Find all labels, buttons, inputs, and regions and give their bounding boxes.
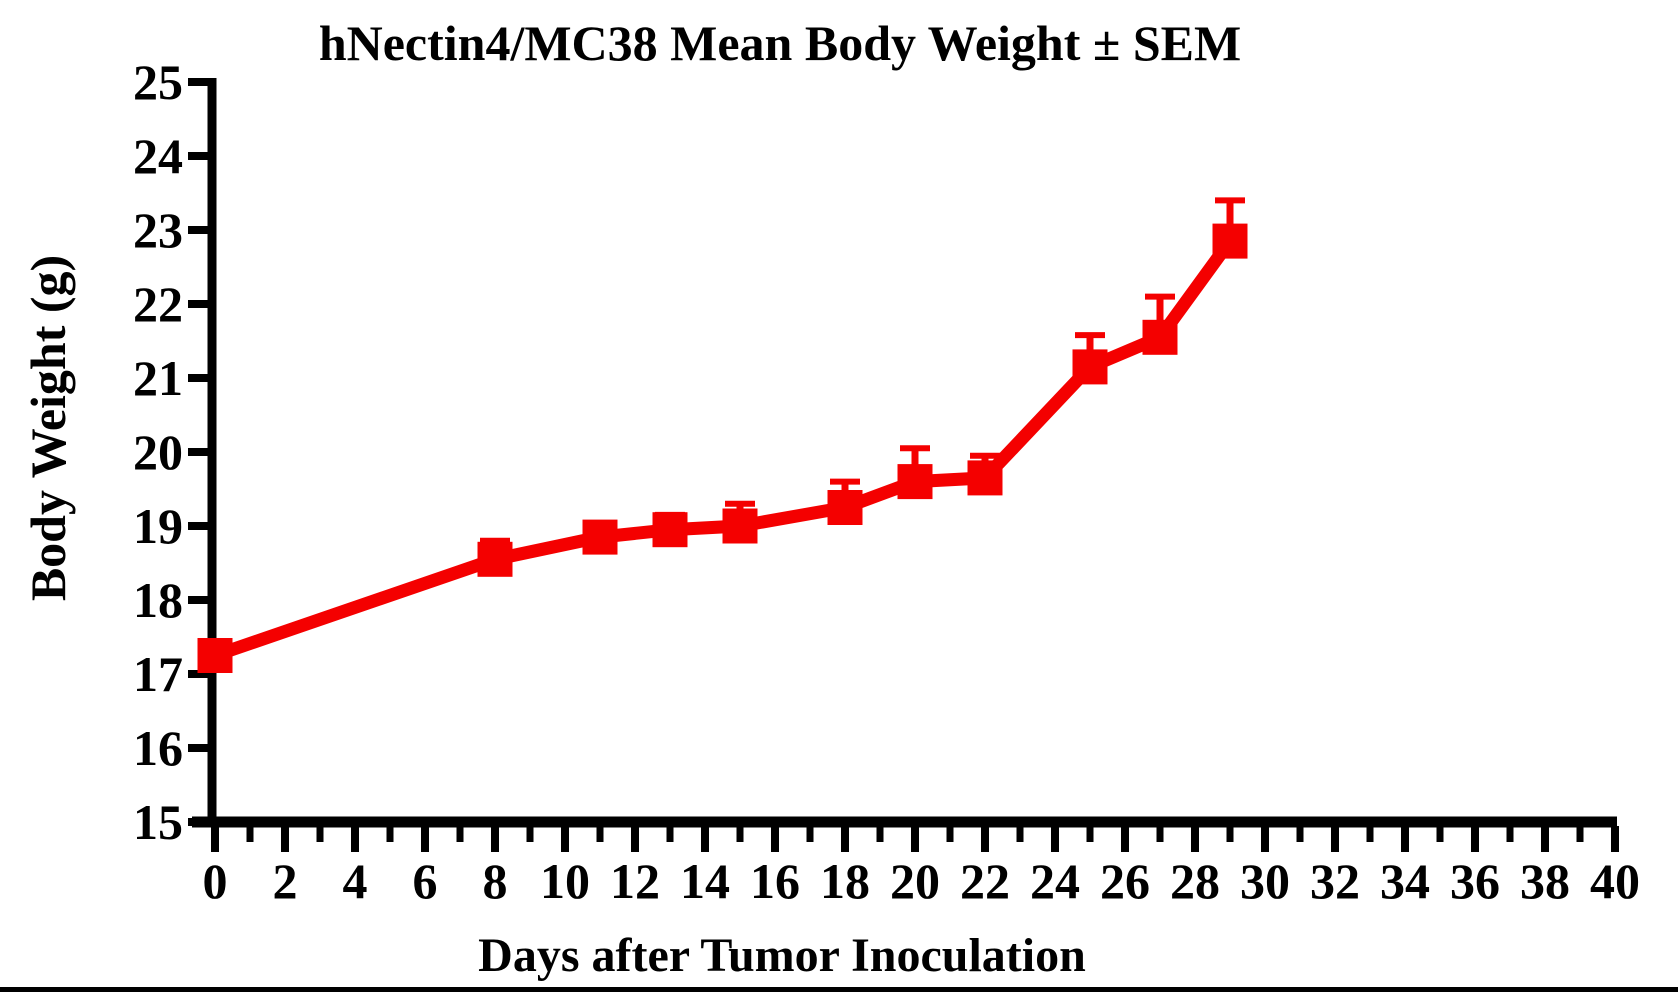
data-point-marker <box>897 464 933 500</box>
x-tick-label: 16 <box>750 853 800 909</box>
y-tick-label: 16 <box>133 720 183 776</box>
x-tick-label: 20 <box>890 853 940 909</box>
bottom-rule <box>0 987 1678 992</box>
axes <box>192 78 1617 828</box>
y-tick-label: 24 <box>133 128 183 184</box>
x-tick-label: 30 <box>1240 853 1290 909</box>
x-tick-label: 28 <box>1170 853 1220 909</box>
data-point-marker <box>1212 223 1248 259</box>
x-tick-label: 24 <box>1030 853 1080 909</box>
x-tick-label: 34 <box>1380 853 1430 909</box>
x-tick-label: 2 <box>273 853 298 909</box>
y-tick-label: 15 <box>133 794 183 850</box>
x-tick-label: 6 <box>413 853 438 909</box>
y-tick-label: 25 <box>133 54 183 110</box>
series-markers <box>197 223 1248 673</box>
x-tick-label: 32 <box>1310 853 1360 909</box>
x-tick-label: 8 <box>483 853 508 909</box>
x-tick-label: 0 <box>203 853 228 909</box>
chart-title: hNectin4/MC38 Mean Body Weight ± SEM <box>318 15 1242 71</box>
x-tick-label: 18 <box>820 853 870 909</box>
y-tick-label: 18 <box>133 572 183 628</box>
data-point-marker <box>967 460 1003 496</box>
data-point-marker <box>477 541 513 577</box>
x-axis-title: Days after Tumor Inoculation <box>478 929 1086 982</box>
x-tick-label: 12 <box>610 853 660 909</box>
y-tick-label: 21 <box>133 350 183 406</box>
data-point-marker <box>582 519 618 555</box>
x-tick-label: 38 <box>1520 853 1570 909</box>
x-tick-label: 26 <box>1100 853 1150 909</box>
x-axis-ticks: 0 2 4 6 8 10 12 14 16 18 20 22 24 26 28 30 32 34 36 38 40 <box>203 826 1640 909</box>
y-tick-label: 19 <box>133 498 183 554</box>
x-axis-minor-ticks <box>246 826 1584 842</box>
y-tick-label: 23 <box>133 202 183 258</box>
data-point-marker <box>1072 349 1108 385</box>
x-tick-label: 36 <box>1450 853 1500 909</box>
data-point-marker <box>722 508 758 544</box>
data-point-marker <box>652 512 688 548</box>
x-tick-label: 14 <box>680 853 730 909</box>
y-tick-label: 17 <box>133 646 183 702</box>
x-tick-label: 4 <box>343 853 368 909</box>
data-point-marker <box>1142 319 1178 355</box>
data-point-marker <box>197 638 233 673</box>
y-axis-ticks: 15 16 17 18 19 20 21 22 23 24 25 <box>133 54 212 850</box>
y-tick-label: 22 <box>133 276 183 332</box>
x-tick-label: 10 <box>540 853 590 909</box>
data-point-marker <box>827 490 863 525</box>
series-line <box>212 237 1236 662</box>
x-tick-label: 22 <box>960 853 1010 909</box>
x-tick-label: 40 <box>1590 853 1640 909</box>
y-tick-label: 20 <box>133 424 183 480</box>
